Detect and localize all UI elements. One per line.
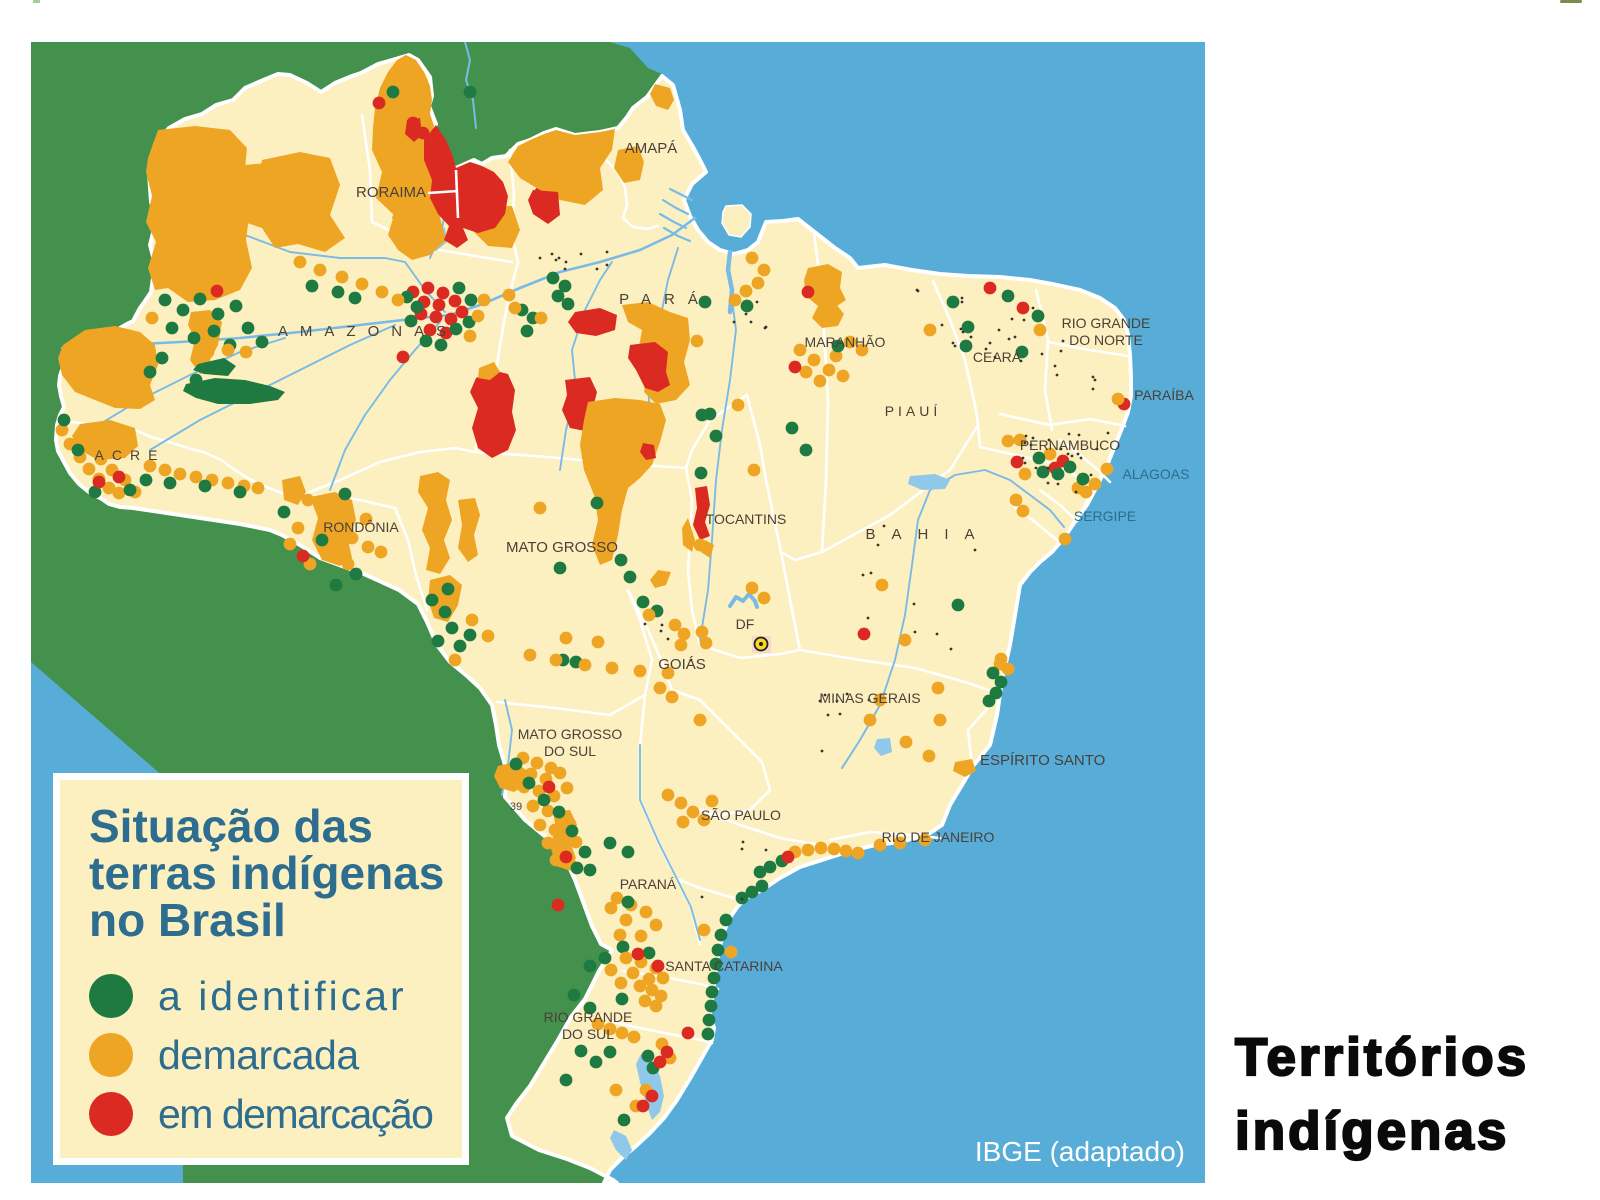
svg-text:RONDÔNIA: RONDÔNIA: [323, 519, 399, 535]
svg-text:DO SUL: DO SUL: [562, 1026, 614, 1042]
svg-text:RIO GRANDE: RIO GRANDE: [544, 1009, 633, 1025]
svg-text:Situação das: Situação das: [89, 800, 373, 852]
svg-text:ESPÍRITO SANTO: ESPÍRITO SANTO: [980, 752, 1105, 769]
svg-text:IBGE (adaptado): IBGE (adaptado): [975, 1136, 1185, 1167]
svg-text:TOCANTINS: TOCANTINS: [706, 511, 787, 527]
svg-text:em demarcação: em demarcação: [158, 1091, 433, 1137]
svg-text:PARÁ: PARÁ: [619, 291, 711, 308]
svg-text:MARANHÃO: MARANHÃO: [805, 334, 886, 350]
svg-text:a identificar: a identificar: [158, 973, 407, 1019]
svg-text:RIO DE JANEIRO: RIO DE JANEIRO: [882, 829, 995, 845]
svg-text:DF: DF: [736, 616, 755, 632]
svg-text:SANTA CATARINA: SANTA CATARINA: [665, 958, 783, 974]
svg-text:ALAGOAS: ALAGOAS: [1123, 466, 1190, 482]
svg-text:PARANÁ: PARANÁ: [620, 876, 677, 892]
svg-text:no Brasil: no Brasil: [89, 894, 286, 946]
svg-text:AMAZONAS: AMAZONAS: [278, 323, 458, 340]
svg-text:MATO GROSSO: MATO GROSSO: [518, 726, 623, 742]
svg-text:DO SUL: DO SUL: [544, 743, 596, 759]
svg-text:CEARÁ: CEARÁ: [973, 349, 1022, 365]
svg-text:RIO GRANDE: RIO GRANDE: [1062, 315, 1151, 331]
svg-text:DO NORTE: DO NORTE: [1069, 332, 1143, 348]
svg-text:PERNAMBUCO: PERNAMBUCO: [1020, 437, 1120, 453]
svg-text:RORAIMA: RORAIMA: [356, 184, 426, 201]
svg-text:MINAS GERAIS: MINAS GERAIS: [819, 690, 920, 706]
svg-text:39: 39: [510, 801, 522, 813]
svg-text:demarcada: demarcada: [158, 1032, 359, 1078]
svg-text:PARAÍBA: PARAÍBA: [1134, 387, 1194, 403]
svg-text:SERGIPE: SERGIPE: [1074, 508, 1136, 524]
svg-text:BAHIA: BAHIA: [865, 526, 990, 543]
svg-text:terras indígenas: terras indígenas: [89, 847, 444, 899]
svg-text:SÃO PAULO: SÃO PAULO: [701, 807, 781, 823]
svg-text:MATO GROSSO: MATO GROSSO: [506, 539, 618, 556]
svg-text:GOIÁS: GOIÁS: [658, 656, 706, 673]
svg-text:AMAPÁ: AMAPÁ: [625, 140, 678, 157]
svg-text:PIAUÍ: PIAUÍ: [885, 403, 942, 419]
svg-text:ACRE: ACRE: [95, 447, 166, 463]
